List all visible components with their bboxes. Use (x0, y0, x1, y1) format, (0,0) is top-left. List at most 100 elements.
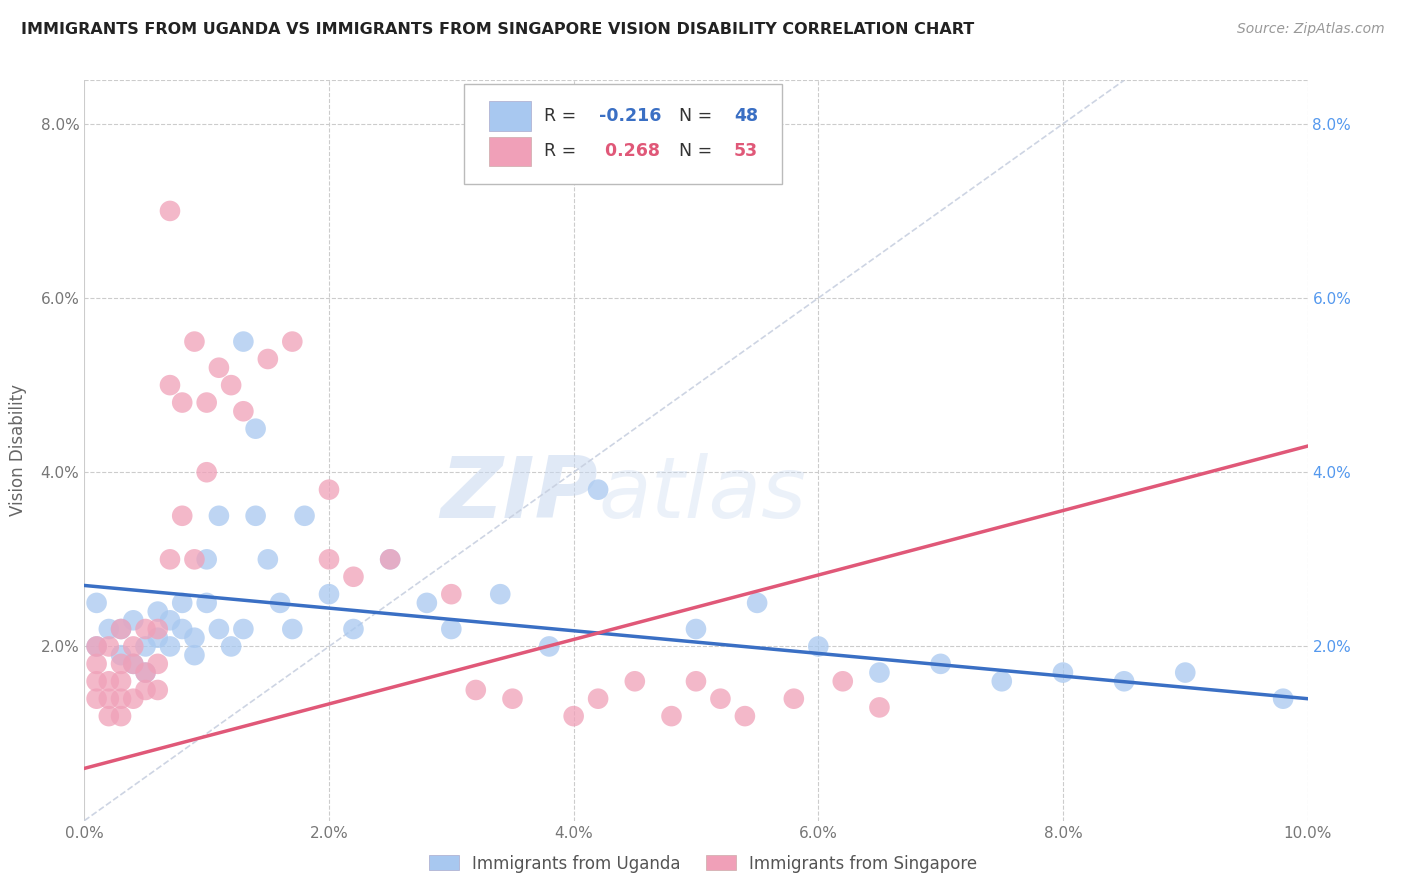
Point (502, 691, 524, 706)
Point (661, 709, 683, 723)
Point (135, 665, 157, 680)
Point (869, 700, 891, 714)
Point (135, 683, 157, 698)
Point (586, 483, 609, 497)
Point (146, 657, 169, 671)
Point (991, 674, 1014, 689)
Point (734, 709, 756, 723)
Point (1052, 665, 1074, 680)
Point (807, 640, 830, 654)
Point (122, 640, 145, 654)
Point (586, 691, 609, 706)
Point (110, 622, 132, 636)
Point (183, 648, 205, 662)
Point (86, 657, 108, 671)
Point (135, 622, 157, 636)
Point (110, 622, 132, 636)
Point (159, 552, 181, 566)
Point (110, 709, 132, 723)
FancyBboxPatch shape (489, 136, 531, 166)
Point (489, 587, 512, 601)
Point (97, 709, 120, 723)
Text: R =: R = (544, 143, 582, 161)
Point (110, 691, 132, 706)
Point (86, 596, 108, 610)
Point (440, 622, 463, 636)
Point (232, 622, 254, 636)
Point (440, 587, 463, 601)
Point (159, 378, 181, 392)
Point (146, 605, 169, 619)
Point (172, 596, 194, 610)
Point (257, 351, 280, 366)
Point (97, 622, 120, 636)
Point (183, 334, 205, 349)
Text: ZIP: ZIP (440, 453, 598, 536)
Point (159, 613, 181, 627)
Point (538, 640, 561, 654)
Point (110, 674, 132, 689)
Point (86, 640, 108, 654)
Point (208, 622, 231, 636)
Y-axis label: Vision Disability: Vision Disability (8, 384, 27, 516)
Point (245, 508, 267, 523)
Point (929, 657, 952, 671)
Point (97, 691, 120, 706)
Point (831, 674, 853, 689)
Point (709, 691, 731, 706)
Point (318, 552, 340, 566)
Point (208, 360, 231, 375)
Point (1272, 691, 1295, 706)
Point (232, 334, 254, 349)
Point (183, 552, 205, 566)
Point (219, 640, 242, 654)
Point (464, 683, 486, 698)
Point (747, 596, 769, 610)
Point (245, 422, 267, 436)
Point (269, 596, 291, 610)
Point (869, 665, 891, 680)
Text: Source: ZipAtlas.com: Source: ZipAtlas.com (1237, 22, 1385, 37)
Point (562, 709, 585, 723)
Point (219, 378, 242, 392)
Point (342, 622, 364, 636)
Point (122, 657, 145, 671)
Point (122, 613, 145, 627)
Point (97, 674, 120, 689)
Point (380, 552, 402, 566)
Point (159, 640, 181, 654)
Point (208, 508, 231, 523)
Point (146, 631, 169, 645)
Point (135, 640, 157, 654)
Point (172, 508, 194, 523)
Point (232, 404, 254, 418)
Text: N =: N = (679, 107, 717, 125)
Point (122, 657, 145, 671)
Text: 48: 48 (734, 107, 758, 125)
Point (135, 665, 157, 680)
Point (380, 552, 402, 566)
Point (172, 395, 194, 409)
Text: N =: N = (679, 143, 717, 161)
Point (195, 552, 218, 566)
Point (1174, 665, 1197, 680)
Point (624, 674, 647, 689)
Text: IMMIGRANTS FROM UGANDA VS IMMIGRANTS FROM SINGAPORE VISION DISABILITY CORRELATIO: IMMIGRANTS FROM UGANDA VS IMMIGRANTS FRO… (21, 22, 974, 37)
Point (86, 674, 108, 689)
Point (783, 691, 806, 706)
Point (195, 395, 218, 409)
Point (294, 508, 316, 523)
Point (172, 622, 194, 636)
Point (122, 691, 145, 706)
Point (195, 596, 218, 610)
Legend: Immigrants from Uganda, Immigrants from Singapore: Immigrants from Uganda, Immigrants from … (422, 848, 984, 880)
Text: atlas: atlas (598, 453, 806, 536)
Point (685, 674, 707, 689)
Point (146, 622, 169, 636)
Point (318, 483, 340, 497)
Text: R =: R = (544, 107, 582, 125)
Point (318, 587, 340, 601)
Text: -0.216: -0.216 (599, 107, 662, 125)
FancyBboxPatch shape (489, 101, 531, 130)
Point (195, 465, 218, 479)
